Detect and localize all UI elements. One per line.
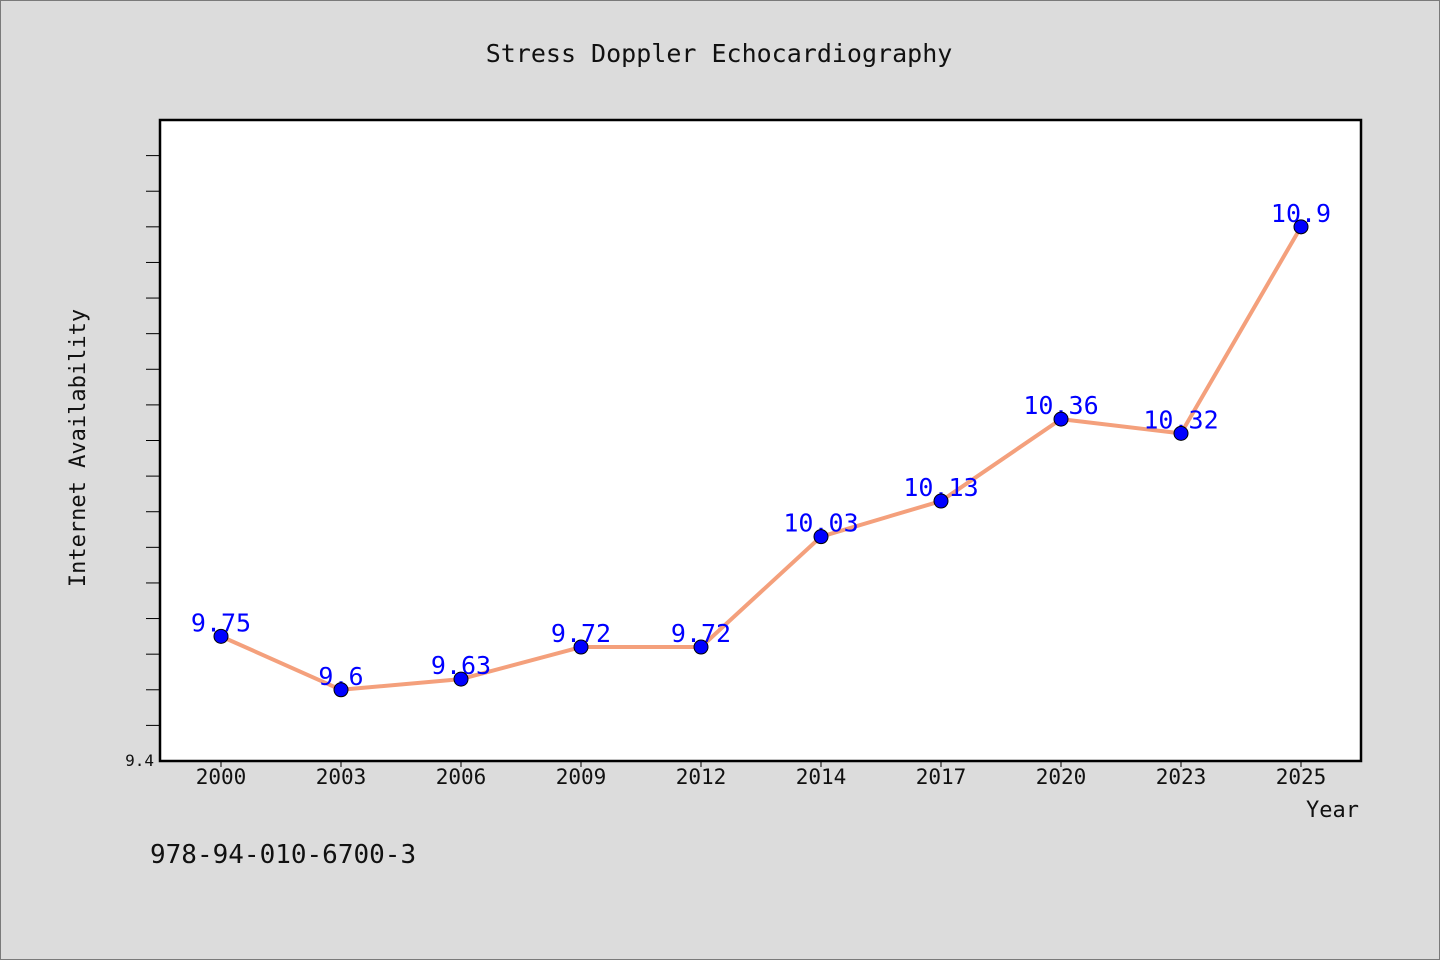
x-tick-label: 2014 (796, 765, 847, 789)
x-tick-label: 2020 (1036, 765, 1087, 789)
series-line (220, 225, 1303, 692)
data-point (333, 682, 349, 698)
data-point (573, 639, 589, 655)
data-point (1173, 425, 1189, 441)
data-point (1053, 411, 1069, 427)
x-axis-label: Year (1306, 798, 1359, 823)
data-point (933, 493, 949, 509)
data-point (1293, 219, 1309, 235)
footer-isbn-text: 978-94-010-6700-3 (150, 840, 416, 870)
y-axis-label: Internet Availability (66, 309, 91, 587)
x-tick-label: 2006 (436, 765, 487, 789)
x-tick-label: 2017 (916, 765, 967, 789)
data-point (453, 671, 469, 687)
chart-title: Stress Doppler Echocardiography (486, 39, 953, 68)
x-tick-label: 2012 (676, 765, 727, 789)
data-point (813, 529, 829, 545)
plot-area (158, 118, 1363, 763)
x-tick-label: 2009 (556, 765, 607, 789)
data-point (213, 628, 229, 644)
data-point (693, 639, 709, 655)
x-tick-label: 2003 (316, 765, 367, 789)
x-tick-label: 2025 (1276, 765, 1327, 789)
x-axis-ticks: 2000 2003 2006 2009 2012 2014 2017 2020 2023 2025 (196, 761, 1327, 789)
y-axis-ticks: 9.4 (125, 155, 160, 770)
x-tick-label: 2023 (1156, 765, 1207, 789)
y-tick-label: 9.4 (125, 751, 154, 770)
x-tick-label: 2000 (196, 765, 247, 789)
